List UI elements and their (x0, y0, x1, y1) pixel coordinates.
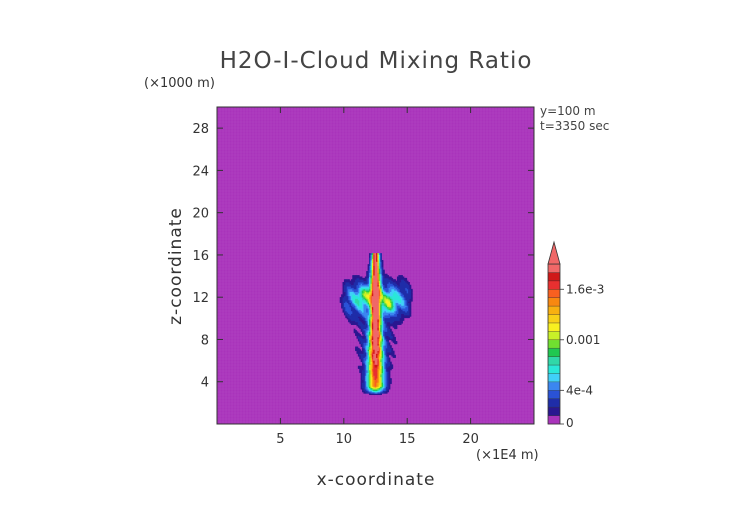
y-axis-unit: (×1000 m) (144, 76, 215, 91)
y-tick-label: 8 (201, 333, 209, 348)
colorbar: 0 4e-4 0.001 1.6e-3 (547, 240, 604, 430)
y-tick-label: 20 (192, 207, 209, 222)
colorbar-segment (548, 339, 560, 349)
colorbar-segment (548, 314, 560, 324)
colorbar-segment (548, 297, 560, 307)
x-axis-unit: (×1E4 m) (476, 448, 539, 463)
colorbar-segment (548, 373, 560, 383)
colorbar-segment (548, 280, 560, 290)
colorbar-tick-label: 4e-4 (566, 383, 593, 397)
colorbar-segment (548, 415, 560, 425)
colorbar-segment (548, 322, 560, 332)
colorbar-segment (548, 398, 560, 408)
y-tick-label: 24 (192, 164, 209, 179)
colorbar-segment (548, 381, 560, 391)
annotation-time: t=3350 sec (540, 119, 610, 133)
colorbar-segment (548, 348, 560, 357)
colorbar-segment (548, 289, 560, 298)
x-tick-label: 10 (336, 432, 353, 447)
chart-title: H2O-I-Cloud Mixing Ratio (219, 48, 533, 74)
annotation-y-position: y=100 m (540, 104, 596, 118)
colorbar-segment (548, 331, 560, 341)
colorbar-segment (548, 365, 560, 374)
colorbar-segment (548, 272, 560, 282)
y-tick-label: 12 (192, 291, 209, 306)
colorbar-segment (548, 407, 560, 416)
colorbar-segment (548, 356, 560, 366)
colorbar-extend-arrow (547, 240, 561, 265)
plot-area: 5 10 15 20 4 8 12 16 20 24 28 (192, 106, 535, 447)
cloud-field (339, 253, 413, 396)
colorbar-tick-label: 0.001 (566, 333, 600, 347)
colorbar-tick-label: 1.6e-3 (566, 282, 604, 296)
y-tick-label: 4 (201, 376, 209, 391)
colorbar-segment (548, 306, 560, 315)
y-tick-label: 28 (192, 122, 209, 137)
y-tick-label: 16 (192, 249, 209, 264)
plot-frame (216, 106, 535, 425)
x-tick-label: 5 (276, 432, 284, 447)
x-tick-label: 15 (399, 432, 416, 447)
colorbar-segment (548, 390, 560, 400)
x-axis-label: x-coordinate (316, 470, 436, 490)
x-tick-label: 20 (462, 432, 479, 447)
colorbar-tick-label: 0 (566, 416, 574, 430)
colorbar-segment (548, 264, 560, 273)
